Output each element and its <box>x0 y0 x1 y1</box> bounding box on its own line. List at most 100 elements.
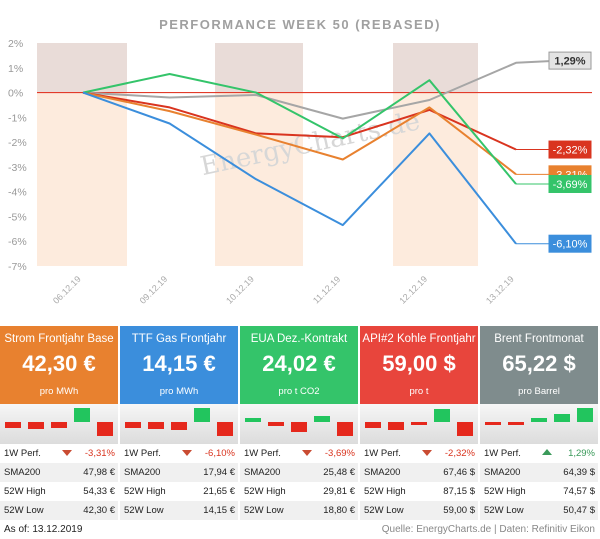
end-label-box-brent <box>548 51 592 70</box>
y-tick-label: -1% <box>8 112 27 124</box>
end-label-box-eua <box>548 174 592 193</box>
triangle-up-icon <box>542 449 552 455</box>
price-card: TTF Gas Frontjahr 14,15 € pro MWh 1W Perf. -… <box>120 326 238 520</box>
card-header: EUA Dez.-Kontrakt 24,02 € pro t CO2 <box>240 326 358 404</box>
perf-row: 1W Perf. -3,69% <box>240 444 358 463</box>
day-band-upper-1 <box>215 43 303 93</box>
end-label-brent: 1,29% <box>554 56 585 68</box>
stat-value: 29,81 € <box>323 486 355 497</box>
y-tick-label: -2% <box>8 137 27 149</box>
stat-row: 52W High 21,65 € <box>120 482 238 501</box>
perf-value: 1,29% <box>568 448 595 459</box>
mini-bar-chart <box>240 404 358 444</box>
mini-bar <box>217 422 233 436</box>
mini-bar <box>268 422 284 427</box>
perf-label: 1W Perf. <box>364 448 401 459</box>
card-header: TTF Gas Frontjahr 14,15 € pro MWh <box>120 326 238 404</box>
mini-bar <box>194 408 210 422</box>
card-price: 24,02 € <box>262 351 336 376</box>
mini-bar <box>245 417 261 422</box>
x-tick-label: 11.12.19 <box>311 274 342 305</box>
stats-table: 1W Perf. 1,29% SMA200 64,39 $ 52W High 74,57 … <box>480 444 598 520</box>
stats-table: 1W Perf. -3,31% SMA200 47,98 € 52W High 54,33… <box>0 444 118 520</box>
card-price: 59,00 $ <box>382 351 456 376</box>
stat-label: 52W High <box>124 486 166 497</box>
stat-row: 52W High 87,15 $ <box>360 482 478 501</box>
x-tick-label: 10.12.19 <box>224 274 256 306</box>
stat-label: SMA200 <box>244 467 281 478</box>
perf-row: 1W Perf. -3,31% <box>0 444 118 463</box>
stat-label: 52W High <box>244 486 286 497</box>
stat-label: 52W Low <box>484 505 524 516</box>
day-band-lower-1 <box>215 92 303 266</box>
stat-label: 52W Low <box>364 505 404 516</box>
end-label-eua: -3,69% <box>553 179 588 191</box>
stat-label: SMA200 <box>4 467 41 478</box>
stats-table: 1W Perf. -6,10% SMA200 17,94 € 52W High 21,65… <box>120 444 238 520</box>
stat-value: 47,98 € <box>83 467 115 478</box>
stat-row: SMA200 25,48 € <box>240 463 358 482</box>
mini-bar <box>365 422 381 428</box>
mini-bar-chart <box>480 404 598 444</box>
stat-value: 42,30 € <box>83 505 115 516</box>
x-tick-label: 12.12.19 <box>397 274 429 306</box>
stat-row: 52W High 29,81 € <box>240 482 358 501</box>
price-card: API#2 Kohle Frontjahr 59,00 $ pro t 1W Perf… <box>360 326 478 520</box>
mini-bar-chart <box>120 404 238 444</box>
perf-row: 1W Perf. 1,29% <box>480 444 598 463</box>
triangle-down-icon <box>302 450 312 456</box>
stat-row: 52W Low 50,47 $ <box>480 501 598 520</box>
stat-value: 54,33 € <box>83 486 115 497</box>
end-label-box-gas <box>548 234 592 253</box>
card-header: Strom Frontjahr Base 42,30 € pro MWh <box>0 326 118 404</box>
stat-label: 52W High <box>4 486 46 497</box>
y-tick-label: -3% <box>8 162 27 174</box>
stat-value: 50,47 $ <box>563 505 595 516</box>
stats-table: 1W Perf. -2,32% SMA200 67,46 $ 52W High 87,15… <box>360 444 478 520</box>
mini-bar <box>457 422 473 436</box>
stat-label: SMA200 <box>364 467 401 478</box>
y-tick-label: 1% <box>8 63 23 75</box>
stat-value: 14,15 € <box>203 505 235 516</box>
series-line-strom <box>82 91 517 151</box>
price-card: EUA Dez.-Kontrakt 24,02 € pro t CO2 1W Perf… <box>240 326 358 520</box>
card-name: TTF Gas Frontjahr <box>131 333 227 345</box>
perf-label: 1W Perf. <box>4 448 41 459</box>
card-name: Brent Frontmonat <box>494 333 584 345</box>
stat-row: SMA200 64,39 $ <box>480 463 598 482</box>
mini-bar <box>531 417 547 422</box>
perf-label: 1W Perf. <box>484 448 521 459</box>
card-name: Strom Frontjahr Base <box>4 333 114 345</box>
stat-row: 52W Low 59,00 $ <box>360 501 478 520</box>
card-header: API#2 Kohle Frontjahr 59,00 $ pro t <box>360 326 478 404</box>
mini-bar <box>434 409 450 422</box>
series-line-brent <box>82 59 560 120</box>
mini-bar <box>388 422 404 431</box>
mini-bar <box>97 422 113 436</box>
stat-value: 25,48 € <box>323 467 355 478</box>
mini-bar <box>5 422 21 428</box>
series-line-gas <box>82 91 517 245</box>
card-price: 14,15 € <box>142 351 216 376</box>
perf-value: -3,31% <box>84 448 115 459</box>
stat-label: 52W Low <box>4 505 44 516</box>
stats-table: 1W Perf. -3,69% SMA200 25,48 € 52W High 29,81… <box>240 444 358 520</box>
y-tick-label: -4% <box>8 187 27 199</box>
perf-label: 1W Perf. <box>124 448 161 459</box>
price-card: Strom Frontjahr Base 42,30 € pro MWh 1W Per… <box>0 326 118 520</box>
triangle-down-icon <box>182 450 192 456</box>
mini-bar <box>148 422 164 429</box>
perf-row: 1W Perf. -6,10% <box>120 444 238 463</box>
chart-title: PERFORMANCE WEEK 50 (REBASED) <box>159 17 441 32</box>
card-name: API#2 Kohle Frontjahr <box>362 333 476 345</box>
stat-value: 64,39 $ <box>563 467 595 478</box>
mini-bar <box>125 422 141 428</box>
stat-value: 18,80 € <box>323 505 355 516</box>
mini-bar-chart <box>0 404 118 444</box>
perf-value: -2,32% <box>444 448 475 459</box>
day-band-lower-0 <box>37 92 127 266</box>
stat-row: SMA200 47,98 € <box>0 463 118 482</box>
mini-bar <box>554 413 570 422</box>
card-unit: pro MWh <box>39 386 79 397</box>
y-tick-label: 2% <box>8 38 23 50</box>
